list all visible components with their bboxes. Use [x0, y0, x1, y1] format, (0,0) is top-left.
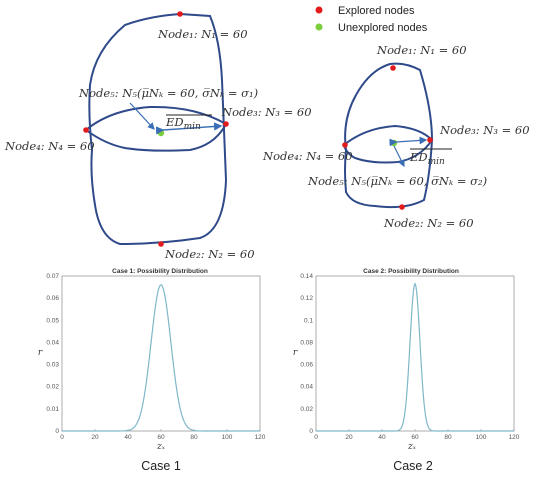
explored-legend-marker: [315, 6, 323, 14]
y-tick-label: 0: [55, 428, 59, 435]
case2-node2-label: Node₂: N₂ = 60: [383, 216, 474, 230]
y-tick-label: 0.07: [46, 273, 59, 280]
case1-node5-label: Node₅: N₅(μ̅Nₖ = 60, σ̅Nₖ = σ₁): [78, 86, 258, 100]
y-tick-label: 0.03: [46, 362, 59, 369]
plot-area: [61, 275, 261, 432]
case1-node1-marker: [177, 11, 183, 17]
y-tick-label: 0.04: [300, 384, 313, 391]
x-tick-label: 80: [190, 434, 198, 441]
case2-node1-marker: [390, 65, 396, 71]
case1-chart: Case 1: Possibility Distribution r zₓ 0 2…: [38, 268, 266, 452]
case1-node1-label: Node₁: N₁ = 60: [157, 27, 248, 41]
case2-node4-marker: [342, 142, 348, 148]
y-tick-label: 0: [309, 428, 313, 435]
case2-chart: Case 2: Possibility Distribution r zₓ 0 2…: [293, 268, 520, 452]
x-tick-label: 60: [157, 434, 165, 441]
x-tick-label: 120: [509, 434, 520, 441]
case1-node2-marker: [158, 241, 164, 247]
case1-node4-label: Node₄: N₄ = 60: [4, 139, 95, 153]
x-tick-label: 20: [345, 434, 353, 441]
x-tick-label: 60: [411, 434, 419, 441]
y-tick-label: 0.01: [46, 406, 59, 413]
x-tick-label: 100: [222, 434, 233, 441]
x-tick-label: 0: [314, 434, 318, 441]
y-tick-label: 0.06: [46, 295, 59, 302]
case1-region-diagram: EDmin Node₁: N₁ = 60 Node₂: N₂ = 60 Node…: [4, 11, 312, 261]
case1-outer-boundary: [88, 12, 228, 246]
unexplored-legend-marker: [315, 23, 323, 31]
case1-node5-marker: [157, 129, 165, 137]
case2-inner-boundary: [342, 124, 434, 164]
x-tick-label: 40: [124, 434, 132, 441]
case2-node5-pointer: [393, 145, 405, 168]
possibility-curve: [62, 284, 260, 432]
x-tick-label: 80: [444, 434, 452, 441]
case2-ed-label: EDmin: [409, 150, 445, 167]
x-tick-label: 120: [255, 434, 266, 441]
y-tick-label: 0.02: [300, 406, 313, 413]
case2-outer-boundary: [344, 62, 434, 209]
y-tick-label: 0.12: [300, 295, 313, 302]
y-tick-label: 0.08: [300, 339, 313, 346]
x-tick-label: 40: [378, 434, 386, 441]
unexplored-legend-label: Unexplored nodes: [338, 22, 428, 34]
y-axis-label: r: [38, 348, 43, 358]
case2-ed-arrow: [389, 136, 428, 147]
x-tick-label: 100: [476, 434, 487, 441]
y-tick-label: 0.02: [46, 384, 59, 391]
chart-title: Case 1: Possibility Distribution: [112, 268, 208, 275]
case1-ed-arrow: [155, 122, 223, 135]
plot-area: [315, 275, 515, 432]
case2-node1-label: Node₁: N₁ = 60: [376, 43, 467, 57]
case2-node2-marker: [399, 204, 405, 210]
y-axis-label: r: [293, 348, 298, 358]
x-axis-label: zₓ: [407, 442, 417, 452]
explored-legend-label: Explored nodes: [338, 5, 415, 17]
y-tick-label: 0.04: [46, 339, 59, 346]
case2-node3-marker: [427, 137, 433, 143]
case1-ed-label: EDmin: [165, 115, 201, 132]
case1-inner-boundary: [84, 105, 228, 152]
chart-title: Case 2: Possibility Distribution: [363, 268, 459, 275]
x-axis-label: zₓ: [156, 442, 166, 452]
y-tick-label: 0.14: [300, 273, 313, 280]
x-tick-label: 20: [91, 434, 99, 441]
case1-node4-marker: [83, 127, 89, 133]
case1-caption: Case 1: [141, 459, 181, 473]
case2-caption: Case 2: [393, 459, 433, 473]
possibility-curve: [316, 282, 514, 432]
case2-node4-label: Node₄: N₄ = 60: [262, 149, 353, 163]
case2-region-diagram: EDmin Node₁: N₁ = 60 Node₂: N₂ = 60 Node…: [262, 43, 530, 230]
y-tick-label: 0.1: [304, 317, 313, 324]
y-tick-label: 0.05: [46, 317, 59, 324]
case2-node5-label: Node₅: N₅(μ̅Nₖ = 60, σ̅Nₖ = σ₂): [307, 174, 487, 188]
case1-node3-label: Node₃: N₃ = 60: [221, 105, 312, 119]
case2-node3-label: Node₃: N₃ = 60: [439, 123, 530, 137]
x-tick-label: 0: [60, 434, 64, 441]
y-tick-label: 0.06: [300, 362, 313, 369]
case1-node3-marker: [223, 121, 229, 127]
case1-node5-pointer: [129, 102, 155, 130]
legend: Explored nodes Unexplored nodes: [315, 5, 428, 34]
case2-node5-marker: [390, 139, 398, 147]
case1-node2-label: Node₂: N₂ = 60: [164, 247, 255, 261]
